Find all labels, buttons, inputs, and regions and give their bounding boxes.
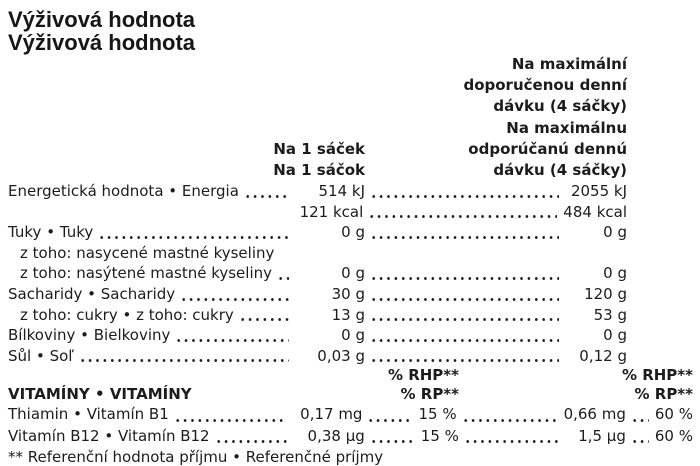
row-label: Sacharidy • Sacharidy [8,284,176,303]
value-per-sachet: 0 g [341,264,365,283]
value-per-max-dose: 484 kcal [563,202,627,221]
table-row-thiamin: Thiamin • Vitamín B1 0,17 mg 15 % 0,66 m… [8,404,693,426]
column-headers: Na maximální doporučenou denní dávku (4 … [8,54,700,181]
column-header-per-sachet: Na 1 sáček Na 1 sáčok [8,139,365,181]
pct-rhp-label-per-max: % RHP** [621,366,693,385]
dot-leader [457,404,564,426]
dot-leader [365,263,565,284]
value-per-max-dose: 0,66 mg [563,405,626,424]
value-per-max-dose: 0 g [603,326,627,345]
max-dose-line: doporučenou denní [463,76,627,95]
dot-leader [365,222,565,243]
dot-leader [365,181,565,202]
max-dose-line: Na maximální [511,55,627,73]
max-dose-line: Na maximálnu [506,118,627,137]
dot-leader [626,425,655,448]
row-label: Bílkoviny • Bielkoviny [8,326,171,345]
table-row-saturates-cz: z toho: nasycené mastné kyseliny [8,243,627,264]
table-row-saturates-sk: z toho: nasýtené mastné kyseliny 0 g 0 g [8,263,627,284]
max-dose-line: odporúčanú dennú [468,139,627,158]
value-per-max-dose [565,243,627,264]
dot-leader [365,283,565,305]
row-label: z toho: nasýtené mastné kyseliny [20,264,273,283]
row-label: Energetická hodnota • Energia [8,182,239,200]
pct-header-row-rp: VITAMÍNY • VITAMÍNY % RP** % RP** [8,385,693,404]
per-sachet-line-sk: Na 1 sáčok [273,160,365,179]
dot-leader [93,222,295,243]
dot-leader [362,404,418,426]
pct-per-max-dose: 60 % [654,405,693,424]
value-per-sachet: 0 g [341,326,365,345]
max-dose-line: dávku (4 sáčky) [493,97,627,116]
dot-leader [234,304,295,326]
reference-intake-footnote: ** Referenční hodnota příjmu • Referenčn… [8,448,384,466]
row-label: Tuky • Tuky [8,223,94,242]
nutrition-table: Energetická hodnota • Energia 514 kJ 205… [8,181,700,367]
value-per-max-dose: 2055 kJ [570,182,627,200]
dot-leader [175,283,295,305]
dot-leader [272,263,295,284]
dot-leader [626,404,655,426]
max-dose-line: dávku (4 sáčky) [493,161,627,180]
title-block: Výživová hodnota Výživová hodnota [8,8,700,54]
dot-leader [74,345,295,367]
spacer [274,243,295,264]
table-row-protein: Bílkoviny • Bielkoviny 0 g 0 g [8,325,627,346]
table-row-energy: Energetická hodnota • Energia 514 kJ 205… [8,181,627,202]
value-per-max-dose: 1,5 µg [578,426,626,445]
row-label: z toho: nasycené mastné kyseliny [20,243,275,262]
value-per-sachet: 30 g [331,284,365,303]
value-per-sachet: 0 g [341,223,365,242]
dot-leader [365,345,565,367]
value-per-sachet: 0,38 µg [307,426,365,445]
value-per-sachet: 514 kJ [318,182,365,200]
vitamins-table: Thiamin • Vitamín B1 0,17 mg 15 % 0,66 m… [8,404,700,448]
value-per-sachet [295,243,365,264]
value-per-max-dose: 0,12 g [579,346,627,365]
dot-leader [459,425,566,448]
row-label: Vitamín B12 • Vitamín B12 [8,426,210,445]
table-row-sugars: z toho: cukry • z toho: cukry 13 g 53 g [8,304,627,326]
row-label: Sůl • Soľ [8,346,74,365]
table-row-vitamin-b12: Vitamín B12 • Vitamín B12 0,38 µg 15 % 1… [8,425,693,448]
per-sachet-line-cz: Na 1 sáček [273,139,365,158]
dot-leader [363,201,563,223]
pct-per-sachet: 15 % [420,426,459,445]
pct-rp-label-per-sachet: % RP** [400,385,459,404]
table-row-salt: Sůl • Soľ 0,03 g 0,12 g [8,345,627,367]
value-per-max-dose: 53 g [593,305,627,324]
value-per-sachet: 121 kcal [299,202,364,221]
value-per-sachet: 0,17 mg [300,405,363,424]
table-row-energy-kcal: 121 kcal 484 kcal [8,201,627,223]
value-per-max-dose: 0 g [603,223,627,242]
row-label: Thiamin • Vitamín B1 [8,405,169,424]
dot-leader [365,425,421,448]
dot-leader [210,425,295,448]
dot-leader [239,181,295,202]
value-per-sachet: 0,03 g [317,346,365,365]
value-per-max-dose: 120 g [584,284,627,303]
row-label: z toho: cukry • z toho: cukry [20,305,234,324]
page-title-cz: Výživová hodnota [8,7,196,32]
page-title-sk: Výživová hodnota [8,30,196,55]
spacer [365,243,565,264]
dot-leader [365,325,565,346]
table-row-carbohydrate: Sacharidy • Sacharidy 30 g 120 g [8,283,627,305]
dot-leader [170,325,295,346]
column-header-max-dose: Na maximální doporučenou denní dávku (4 … [8,54,627,181]
value-per-max-dose: 0 g [603,264,627,283]
pct-rp-label-per-max: % RP** [634,385,693,404]
vitamins-section-heading: VITAMÍNY • VITAMÍNY [8,385,192,404]
pct-header-row-rhp: % RHP** % RHP** [8,366,693,385]
pct-per-sachet: 15 % [418,405,457,424]
dot-leader [169,404,293,426]
pct-rhp-label-per-sachet: % RHP** [387,366,459,385]
pct-per-max-dose: 60 % [654,426,693,445]
table-row-fat: Tuky • Tuky 0 g 0 g [8,222,627,243]
value-per-sachet: 13 g [331,305,365,324]
spacer [8,202,293,223]
dot-leader [365,304,565,326]
